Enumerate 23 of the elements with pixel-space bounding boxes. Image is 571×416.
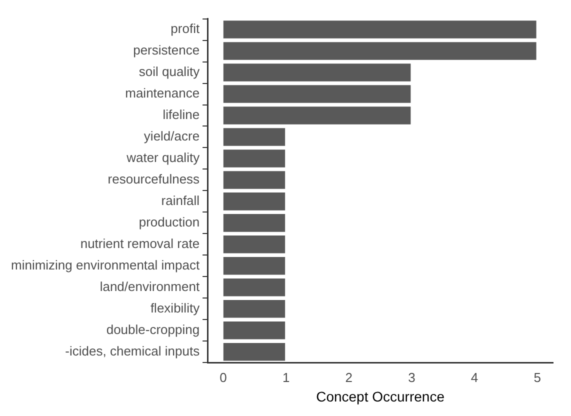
x-tick-label: 0 (220, 370, 227, 385)
y-tick-label: double-cropping (106, 322, 200, 337)
x-tick-label: 5 (534, 370, 541, 385)
y-tick-label: soil quality (138, 64, 200, 80)
y-tick-label: production (138, 214, 200, 230)
y-tick-label: rainfall (161, 193, 200, 208)
y-tick-label: yield/acre (144, 128, 200, 144)
x-axis-title: Concept Occurrence (316, 388, 445, 404)
y-tick-label: profit (170, 21, 200, 36)
x-tick-label: 4 (470, 370, 478, 385)
y-tick-label: land/environment (100, 278, 200, 294)
y-tick-label: minimizing environmental impact (10, 257, 200, 272)
y-tick-label: persistence (133, 42, 200, 58)
x-tick-label: 2 (345, 370, 352, 385)
y-tick-label: lifeline (162, 107, 200, 122)
y-tick-label: flexibility (150, 300, 200, 316)
x-tick-label: 1 (282, 370, 290, 385)
y-tick-label: -icides, chemical inputs (65, 343, 200, 358)
y-tick-label: water quality (126, 150, 200, 166)
y-tick-label: resourcefulness (108, 172, 200, 187)
x-tick-label: 3 (408, 370, 416, 385)
y-tick-label: nutrient removal rate (80, 236, 200, 251)
y-tick-label: maintenance (125, 86, 200, 101)
